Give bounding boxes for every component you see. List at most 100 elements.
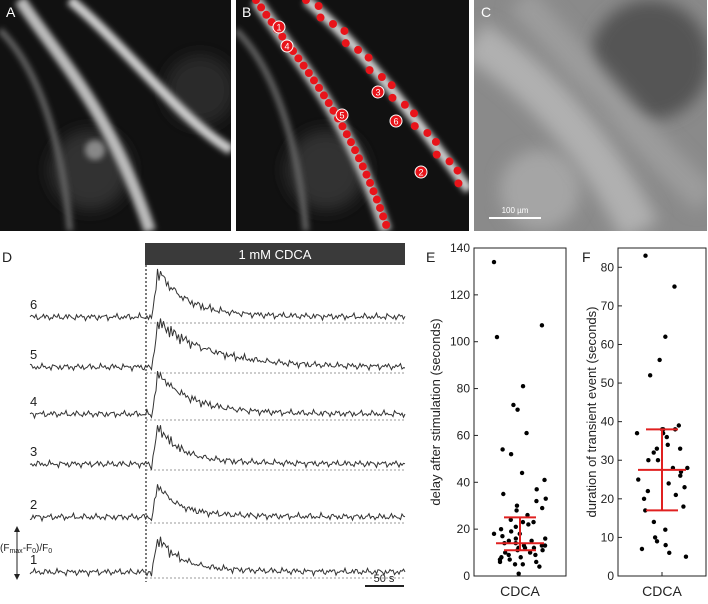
cell-dot — [431, 137, 440, 146]
ratio-label-part: 0 — [48, 548, 52, 555]
data-point — [654, 539, 660, 544]
y-tick-label: 40 — [601, 415, 615, 429]
cell-dot — [454, 179, 463, 188]
cell-dot — [299, 61, 308, 70]
data-point — [529, 538, 534, 544]
data-point — [525, 512, 530, 518]
trace — [29, 370, 406, 420]
cell-dot — [376, 203, 385, 212]
y-tick-label: 20 — [601, 492, 615, 506]
cell-dot — [342, 130, 351, 139]
data-point — [534, 498, 539, 504]
trace — [29, 268, 406, 322]
data-point — [503, 550, 508, 555]
cell-marker — [272, 20, 286, 34]
ratio-label-part: )/F — [36, 543, 48, 554]
trace-label: 4 — [30, 394, 37, 409]
data-point — [514, 508, 519, 513]
cell-dot — [388, 93, 397, 102]
cell-marker — [414, 165, 428, 179]
data-point — [498, 526, 504, 532]
trace-label: 1 — [30, 552, 37, 567]
data-point — [683, 554, 689, 559]
data-point — [507, 557, 512, 562]
y-axis-label: delay after stimulation (seconds) — [428, 318, 443, 505]
data-point — [534, 487, 539, 492]
data-point — [508, 517, 513, 522]
data-point — [652, 535, 658, 540]
cell-dot — [340, 26, 349, 35]
data-point — [663, 542, 668, 548]
y-tick-label: 10 — [601, 530, 615, 544]
cell-dot — [423, 128, 432, 137]
cell-dot — [329, 106, 338, 115]
data-point — [512, 562, 518, 567]
data-point — [497, 559, 503, 565]
data-point — [645, 488, 651, 494]
trace — [29, 318, 406, 373]
cell-dot — [304, 68, 313, 77]
cell-dot — [372, 195, 381, 204]
data-point — [685, 465, 690, 471]
data-point — [643, 253, 648, 258]
cell-dot — [346, 138, 355, 147]
data-point — [647, 373, 653, 378]
data-point — [513, 536, 519, 541]
y-tick-label: 50 — [601, 376, 615, 390]
data-point — [531, 545, 537, 551]
data-point — [500, 447, 505, 452]
image-c: 100 µm — [474, 0, 707, 231]
cell-marker — [371, 85, 385, 99]
data-point — [526, 522, 531, 527]
data-point — [494, 334, 500, 340]
cell-dot — [314, 83, 323, 92]
data-point — [678, 473, 683, 478]
data-point — [539, 505, 545, 511]
cell-dot — [354, 154, 363, 163]
data-point — [665, 442, 670, 447]
data-point — [667, 550, 672, 556]
cell-dot — [351, 146, 360, 155]
trace — [29, 425, 406, 470]
data-point — [663, 334, 668, 339]
axes-frame — [617, 247, 707, 577]
cell-dot — [316, 13, 325, 22]
trace — [29, 484, 406, 523]
data-point — [636, 477, 641, 482]
cell-dot — [445, 157, 454, 166]
y-tick-label: 40 — [457, 475, 471, 489]
cell-dot — [432, 150, 441, 159]
data-point — [516, 571, 521, 576]
x-tick-label: CDCA — [642, 583, 682, 599]
ratio-label: (Fmax-F0)/F0 — [0, 543, 52, 555]
data-point — [657, 357, 662, 363]
y-tick-label: 20 — [457, 522, 471, 536]
traces: 6 5 4 3 2 1 — [29, 268, 406, 579]
cell-label: 1 — [276, 23, 281, 33]
y-tick-label: 60 — [457, 428, 471, 442]
panel-label: D — [2, 249, 12, 265]
cell-dot — [309, 76, 318, 85]
cell-dot — [364, 53, 373, 62]
data-point — [522, 545, 528, 551]
data-point — [513, 524, 519, 529]
data-point — [511, 402, 516, 408]
x-tick-label: CDCA — [500, 583, 540, 599]
y-tick-label: 100 — [450, 335, 470, 349]
cell-dot — [365, 66, 374, 75]
data-point — [663, 527, 668, 532]
ratio-label-part: (F — [0, 543, 9, 554]
cell-dot — [324, 99, 333, 108]
cell-dot — [410, 109, 419, 118]
data-point — [634, 431, 640, 436]
data-point — [537, 564, 542, 569]
data-point — [641, 496, 647, 502]
panel-label: B — [242, 4, 251, 20]
cell-dot — [257, 3, 266, 12]
data-point — [534, 559, 539, 565]
cell-dot — [341, 39, 350, 48]
cell-dot — [410, 122, 419, 131]
panel-label: A — [6, 4, 16, 20]
y-tick-label: 0 — [607, 569, 614, 583]
time-scale-label: 50 s — [374, 573, 395, 585]
